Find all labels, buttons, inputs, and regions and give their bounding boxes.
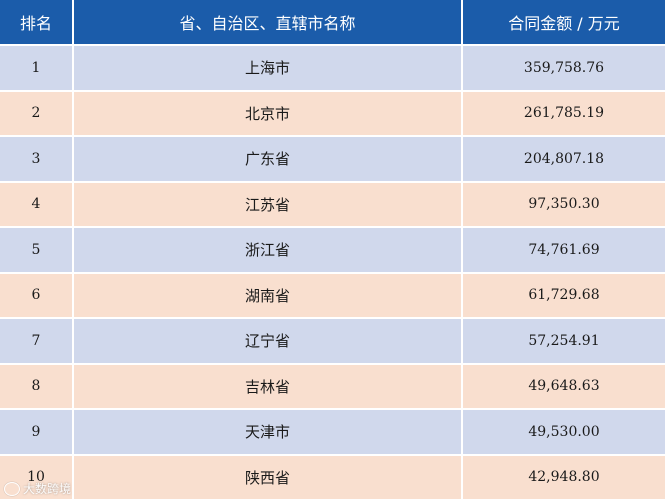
rank-cell: 1 (0, 45, 74, 92)
amount-cell: 97,350.30 (462, 181, 665, 228)
rank-cell: 7 (0, 318, 74, 365)
amount-cell: 74,761.69 (462, 227, 665, 274)
region-name-cell: 吉林省 (73, 363, 463, 410)
amount-cell: 61,729.68 (462, 272, 665, 319)
header-amount: 合同金额 / 万元 (462, 0, 665, 46)
watermark: 大数跨境 (4, 480, 71, 497)
rank-cell: 6 (0, 272, 74, 319)
table-body: 1 上海市 359,758.76 2 北京市 261,785.19 3 广东省 … (0, 45, 665, 501)
region-name-cell: 上海市 (73, 45, 463, 92)
table-row: 9 天津市 49,530.00 (0, 409, 665, 456)
region-name-cell: 陕西省 (73, 454, 463, 501)
region-name-cell: 辽宁省 (73, 318, 463, 365)
rank-cell: 5 (0, 227, 74, 274)
table-row: 6 湖南省 61,729.68 (0, 272, 665, 319)
header-rank: 排名 (0, 0, 74, 46)
rank-cell: 4 (0, 181, 74, 228)
rank-cell: 3 (0, 136, 74, 183)
brand-logo-icon (4, 481, 20, 496)
amount-cell: 42,948.80 (462, 454, 665, 501)
region-name-cell: 天津市 (73, 409, 463, 456)
amount-cell: 49,530.00 (462, 409, 665, 456)
region-name-cell: 广东省 (73, 136, 463, 183)
rank-cell: 8 (0, 363, 74, 410)
header-name: 省、自治区、直辖市名称 (73, 0, 463, 46)
amount-cell: 49,648.63 (462, 363, 665, 410)
region-name-cell: 北京市 (73, 90, 463, 137)
region-name-cell: 江苏省 (73, 181, 463, 228)
amount-cell: 204,807.18 (462, 136, 665, 183)
table-row: 5 浙江省 74,761.69 (0, 227, 665, 274)
table-row: 1 上海市 359,758.76 (0, 45, 665, 92)
rank-cell: 2 (0, 90, 74, 137)
table-row: 4 江苏省 97,350.30 (0, 181, 665, 228)
header-row: 排名 省、自治区、直辖市名称 合同金额 / 万元 (0, 0, 665, 46)
amount-cell: 57,254.91 (462, 318, 665, 365)
table-row: 7 辽宁省 57,254.91 (0, 318, 665, 365)
table-row: 3 广东省 204,807.18 (0, 136, 665, 183)
watermark-text: 大数跨境 (23, 482, 72, 496)
table-row: 10 陕西省 42,948.80 (0, 454, 665, 501)
table-header: 排名 省、自治区、直辖市名称 合同金额 / 万元 (0, 0, 665, 46)
region-name-cell: 湖南省 (73, 272, 463, 319)
table-row: 2 北京市 261,785.19 (0, 90, 665, 137)
amount-cell: 261,785.19 (462, 90, 665, 137)
region-name-cell: 浙江省 (73, 227, 463, 274)
rank-cell: 9 (0, 409, 74, 456)
table-row: 8 吉林省 49,648.63 (0, 363, 665, 410)
amount-cell: 359,758.76 (462, 45, 665, 92)
